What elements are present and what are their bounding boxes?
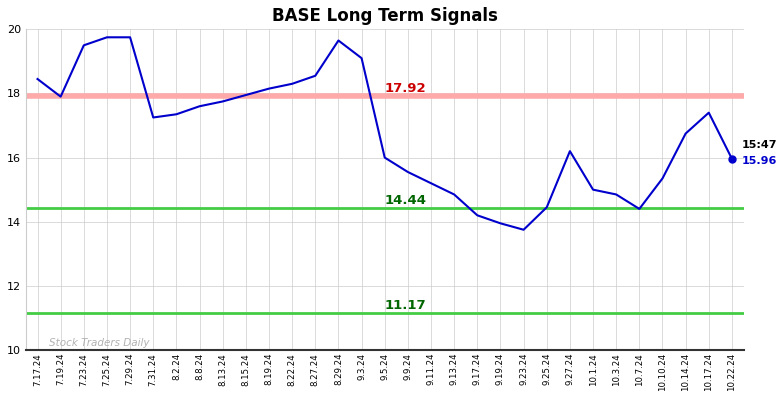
Text: 11.17: 11.17 [385,298,426,312]
Text: 17.92: 17.92 [385,82,426,95]
Point [726,156,739,162]
Title: BASE Long Term Signals: BASE Long Term Signals [272,7,498,25]
Text: 15:47: 15:47 [741,140,777,150]
Text: 14.44: 14.44 [385,194,426,207]
Text: Stock Traders Daily: Stock Traders Daily [49,338,150,348]
Text: 15.96: 15.96 [741,156,777,166]
